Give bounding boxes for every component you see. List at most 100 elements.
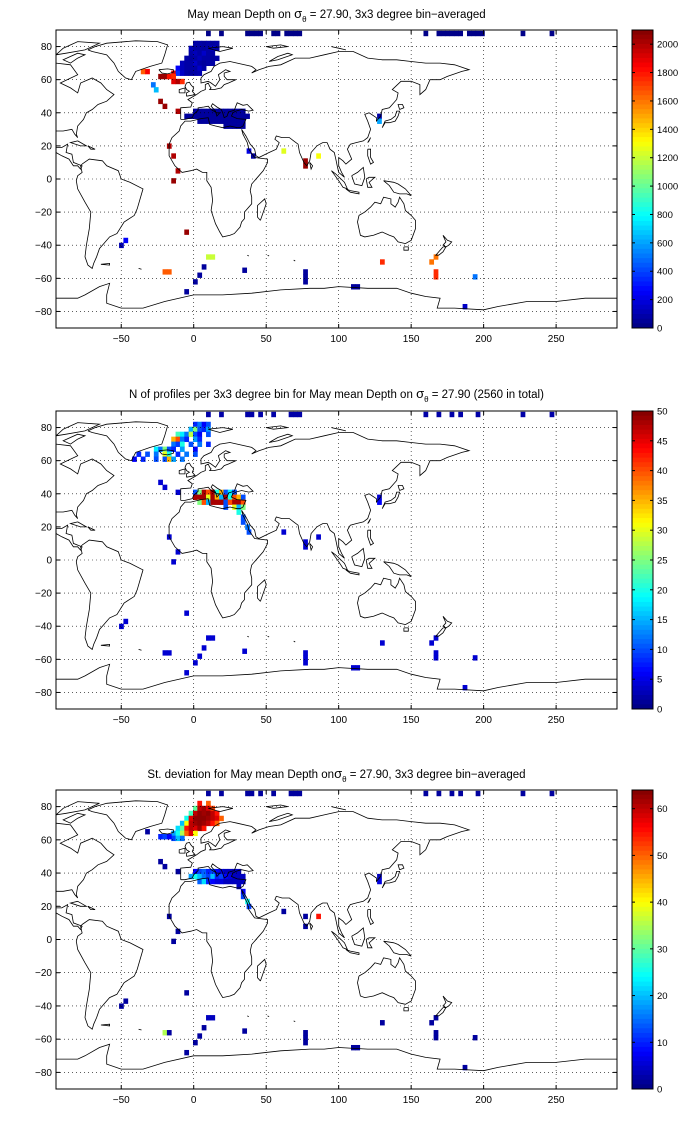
data-cell: [201, 60, 207, 66]
coastline: [62, 433, 87, 445]
coastline: [56, 443, 115, 551]
coastline: [365, 937, 376, 949]
coastline: [56, 1043, 617, 1072]
coastline: [365, 557, 376, 569]
data-cell: [197, 272, 203, 278]
data-cell: [240, 893, 246, 900]
data-cell: [471, 30, 477, 37]
data-cell: [433, 635, 439, 641]
data-cell: [242, 1028, 248, 1034]
colorbar-segment: [632, 1079, 653, 1085]
data-cell: [206, 489, 211, 496]
data-cell: [303, 544, 308, 550]
data-cell: [192, 60, 198, 66]
data-cell: [449, 411, 455, 418]
colorbar-segment: [632, 794, 653, 800]
data-cell: [236, 123, 242, 129]
data-cell: [549, 790, 555, 797]
data-cell: [219, 790, 224, 797]
colorbar-segment: [632, 827, 653, 833]
data-cell: [245, 113, 250, 119]
colorbar-segment: [632, 606, 653, 612]
colorbar-segment: [632, 976, 653, 983]
data-cell: [246, 148, 252, 154]
data-cell: [303, 1035, 308, 1041]
data-cell: [210, 635, 216, 641]
colorbar-segment: [632, 480, 653, 486]
data-cell: [197, 800, 203, 807]
data-cell: [175, 835, 181, 842]
coastline: [267, 1015, 270, 1018]
coastline: [442, 235, 453, 248]
data-cell: [175, 70, 181, 76]
data-cell: [549, 411, 555, 418]
data-cell: [210, 873, 216, 880]
data-cell: [462, 684, 468, 691]
data-cell: [214, 878, 220, 885]
data-cell: [379, 1020, 385, 1026]
data-cell: [171, 70, 176, 76]
data-cell: [297, 790, 303, 797]
data-cell: [166, 269, 172, 275]
x-tick-label: 200: [475, 715, 492, 726]
data-cell: [175, 441, 181, 447]
data-cell: [206, 421, 211, 428]
data-cell: [379, 640, 385, 646]
x-tick-label: 0: [191, 1095, 197, 1106]
colorbar-segment: [632, 448, 653, 454]
coastline: [351, 547, 366, 568]
colorbar-segment: [632, 704, 653, 710]
colorbar-segment: [632, 197, 653, 203]
data-cell: [475, 790, 481, 797]
data-cell: [206, 820, 211, 827]
data-cell: [206, 878, 211, 885]
coastline: [247, 1015, 249, 1018]
x-tick-label: 200: [475, 334, 492, 345]
colorbar-segment: [632, 818, 653, 824]
data-cell: [281, 529, 287, 535]
data-cell: [197, 1033, 203, 1039]
data-cell: [303, 650, 308, 656]
data-cell: [171, 73, 176, 80]
y-tick-label: −80: [35, 307, 52, 318]
data-cell: [377, 118, 382, 124]
data-cell: [240, 519, 246, 525]
data-cell: [520, 790, 526, 797]
data-cell: [303, 269, 308, 275]
data-cell: [201, 820, 207, 827]
coastline: [62, 52, 87, 64]
data-cell: [210, 60, 216, 66]
colorbar-frame: [631, 29, 654, 329]
colorbar-segment: [632, 1014, 653, 1020]
coastline: [434, 627, 447, 637]
data-cell: [433, 650, 439, 656]
data-cell: [520, 411, 526, 418]
colorbar-segment: [632, 836, 653, 842]
colorbar-segment: [632, 1037, 653, 1043]
colorbar-segment: [632, 62, 653, 68]
data-cell: [171, 78, 176, 85]
data-cell: [351, 665, 356, 671]
colorbar-segment: [632, 57, 653, 64]
colorbar-segment: [632, 1065, 653, 1071]
coastline: [87, 800, 169, 841]
data-cell: [429, 1020, 435, 1026]
colorbar-segment: [632, 244, 653, 250]
coastline: [397, 485, 405, 491]
data-cell: [166, 446, 172, 452]
colorbar-tick-label: 5: [657, 675, 662, 686]
data-cell: [316, 534, 321, 540]
coastline: [345, 569, 360, 576]
coastline: [56, 62, 115, 170]
data-cell: [210, 878, 216, 885]
data-cell: [162, 103, 168, 110]
coastline: [266, 425, 288, 430]
colorbar-segment: [632, 690, 653, 696]
colorbar-tick-label: 40: [657, 898, 668, 909]
coastline: [56, 663, 617, 692]
coastline: [383, 180, 412, 196]
coastline: [168, 51, 471, 238]
colorbar-segment: [632, 462, 653, 468]
colorbar-segment: [632, 485, 653, 491]
colorbar-segment: [632, 846, 653, 852]
